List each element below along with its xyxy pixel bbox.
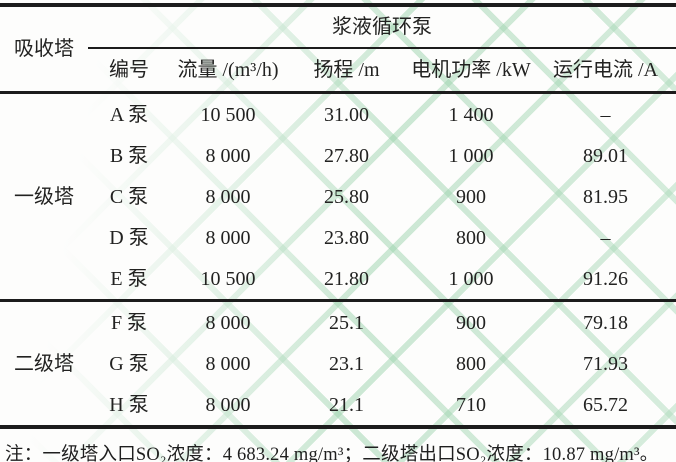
cell-power: 900 (456, 185, 486, 208)
cell-flow: 8 000 (205, 311, 251, 334)
cell-flow: 8 000 (205, 226, 251, 249)
cell-power: 800 (456, 352, 486, 375)
table-footnote: 注：一级塔入口SO₂浓度：4 683.24 mg/m³；二级塔出口SO₂浓度：1… (5, 445, 659, 462)
tower-label-primary: 一级塔 (0, 92, 88, 302)
cell-flow: 8 000 (205, 352, 251, 375)
table-row-pump-b: B 泵 8 000 27.80 1 000 89.01 (0, 135, 676, 176)
cell-pump-id: E 泵 (88, 258, 170, 302)
cell-power: 900 (456, 311, 486, 334)
cell-power: 710 (456, 393, 486, 416)
cell-flow: 10 500 (200, 103, 256, 126)
cell-head: 21.1 (329, 393, 364, 416)
header-col-pump-id: 编号 (88, 48, 170, 94)
table-row-pump-g: G 泵 8 000 23.1 800 71.93 (0, 343, 676, 384)
cell-pump-id: H 泵 (109, 393, 149, 416)
cell-power: 800 (456, 226, 486, 249)
cell-current: 79.18 (583, 311, 628, 334)
header-col-head: 扬程 /m (286, 48, 407, 94)
table-row-pump-d: D 泵 8 000 23.80 800 – (0, 217, 676, 258)
cell-head: 23.80 (324, 226, 369, 249)
cell-current: – (600, 226, 611, 249)
cell-pump-id: G 泵 (109, 352, 149, 375)
cell-pump-id: A 泵 (109, 103, 149, 126)
cell-current: 71.93 (583, 352, 628, 375)
cell-pump-id: C 泵 (109, 185, 149, 208)
cell-head: 21.80 (286, 258, 407, 302)
header-col-current: 运行电流 /A (535, 48, 676, 94)
header-row-group: 吸收塔 浆液循环泵 (0, 5, 676, 94)
cell-flow: 8 000 (205, 144, 251, 167)
header-col-flow: 流量 /(m³/h) (170, 48, 286, 94)
header-slurry-pump-group: 浆液循环泵 (88, 5, 676, 49)
cell-head: 25.1 (329, 311, 364, 334)
cell-pump-id: D 泵 (109, 226, 149, 249)
cell-pump-id: F 泵 (110, 311, 148, 334)
table-row-pump-a: 一级塔 A 泵 10 500 31.00 1 400 – (0, 92, 676, 302)
slurry-pump-parameters-table: 吸收塔 浆液循环泵 编号 流量 /(m³/h) 扬程 /m 电机功率 /kW 运… (0, 3, 676, 429)
cell-head: 27.80 (324, 144, 369, 167)
header-row-columns: 编号 流量 /(m³/h) 扬程 /m 电机功率 /kW 运行电流 /A (0, 48, 676, 94)
cell-current: – (600, 103, 611, 126)
cell-current: 91.26 (535, 258, 676, 302)
cell-power: 1 000 (448, 144, 494, 167)
table-row-pump-c: C 泵 8 000 25.80 900 81.95 (0, 176, 676, 217)
header-col-power: 电机功率 /kW (407, 48, 535, 94)
cell-head: 31.00 (324, 103, 369, 126)
cell-head: 25.80 (324, 185, 369, 208)
cell-flow: 8 000 (205, 393, 251, 416)
table-row-pump-f: 二级塔 F 泵 8 000 25.1 900 79.18 (0, 301, 676, 374)
cell-flow: 10 500 (170, 258, 286, 302)
cell-pump-id: B 泵 (109, 144, 149, 167)
cell-current: 81.95 (583, 185, 628, 208)
cell-flow: 8 000 (205, 185, 251, 208)
cell-current: 65.72 (583, 393, 628, 416)
cell-current: 89.01 (583, 144, 628, 167)
table-row-pump-h: H 泵 8 000 21.1 710 65.72 (0, 384, 676, 427)
cell-power: 1 000 (407, 258, 535, 302)
tower-label-secondary: 二级塔 (14, 352, 74, 375)
table-row-pump-e: E 泵 10 500 21.80 1 000 91.26 (0, 258, 676, 302)
cell-power: 1 400 (448, 103, 494, 126)
header-absorber-tower: 吸收塔 (0, 5, 88, 94)
cell-head: 23.1 (329, 352, 364, 375)
